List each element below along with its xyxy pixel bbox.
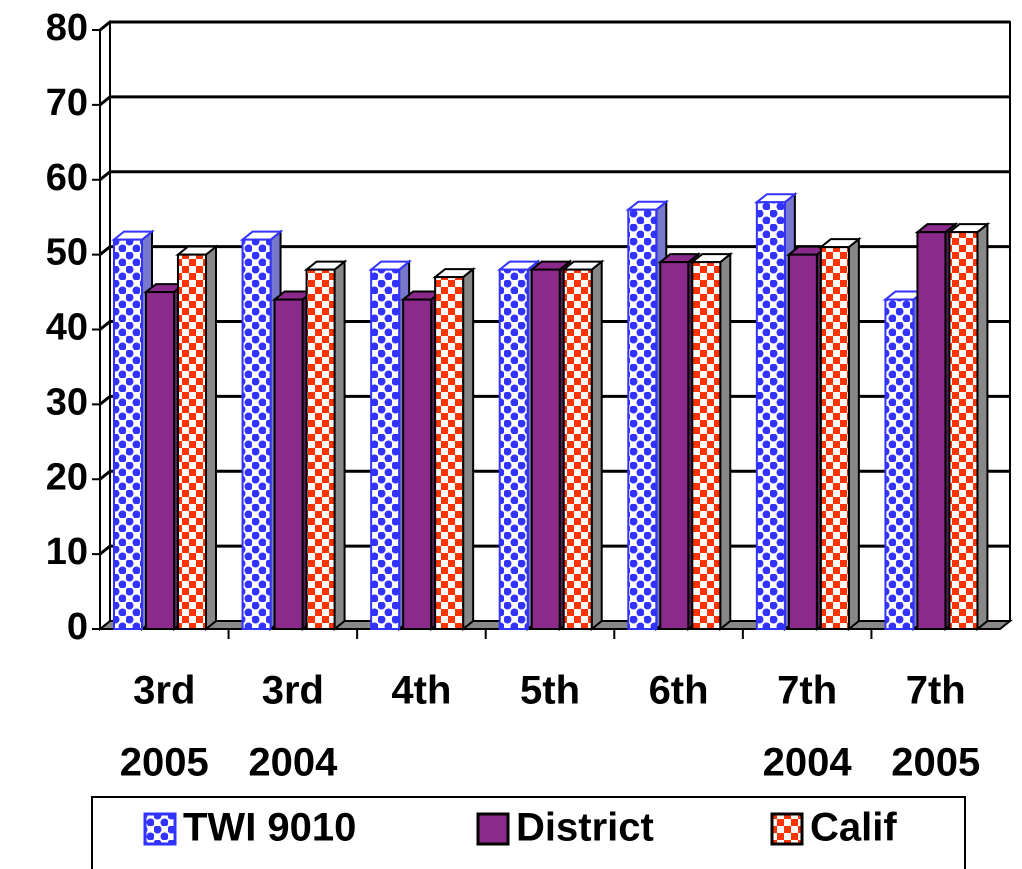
grid-line (99, 95, 1010, 107)
bar (113, 238, 143, 630)
bar (241, 238, 272, 630)
bar-side (976, 222, 989, 632)
bar (530, 268, 561, 630)
bar (884, 298, 915, 630)
y-tick-label: 10 (46, 531, 88, 573)
bar-side (847, 237, 860, 632)
x-tick-label: 7th (906, 669, 966, 713)
y-tick-label: 0 (67, 606, 88, 648)
x-tick-label: 2004 (763, 741, 853, 785)
bar-side (590, 259, 603, 632)
bar (434, 276, 465, 630)
legend (91, 796, 966, 869)
legend-label: Calif (810, 806, 897, 850)
bar (145, 291, 175, 630)
bar (305, 268, 336, 630)
y-tick-label: 50 (46, 232, 88, 274)
x-tick-label: 2005 (891, 741, 980, 785)
y-tick-label: 40 (46, 307, 88, 349)
y-tick-label: 70 (46, 82, 88, 124)
x-tick-label: 5th (520, 669, 580, 713)
grid-line (99, 245, 1010, 256)
y-tick-label: 20 (46, 456, 88, 498)
legend-swatch (770, 812, 804, 846)
bar (177, 253, 207, 630)
bar (819, 246, 850, 630)
bar-side (462, 267, 475, 632)
bar (402, 298, 433, 630)
bar (273, 298, 304, 630)
x-tick-label: 3rd (262, 669, 324, 713)
bar (691, 261, 722, 630)
bar (627, 208, 658, 630)
x-tick-label: 3rd (133, 669, 195, 713)
y-tick-label: 60 (46, 157, 88, 199)
bar (659, 261, 690, 630)
bar (370, 268, 401, 630)
grid-line (99, 20, 1010, 32)
y-tick-label: 80 (46, 7, 88, 49)
x-tick-label: 4th (391, 669, 451, 713)
x-tick-label: 2004 (248, 741, 338, 785)
bar (916, 231, 947, 630)
x-tick-label: 2005 (120, 741, 209, 785)
x-tick-label: 7th (777, 669, 837, 713)
bar (948, 231, 979, 630)
legend-label: District (516, 806, 654, 850)
grid-line (99, 170, 1010, 181)
legend-swatch (476, 812, 510, 846)
bar-side (333, 259, 346, 632)
legend-swatch (143, 812, 177, 846)
bar (787, 253, 818, 630)
bar-side (205, 244, 217, 632)
y-tick-label: 30 (46, 381, 88, 423)
legend-label: TWI 9010 (183, 806, 356, 850)
bar-side (719, 252, 732, 632)
bar (562, 268, 593, 630)
x-tick-label: 6th (649, 669, 709, 713)
bar (498, 268, 529, 630)
bar (755, 201, 786, 630)
